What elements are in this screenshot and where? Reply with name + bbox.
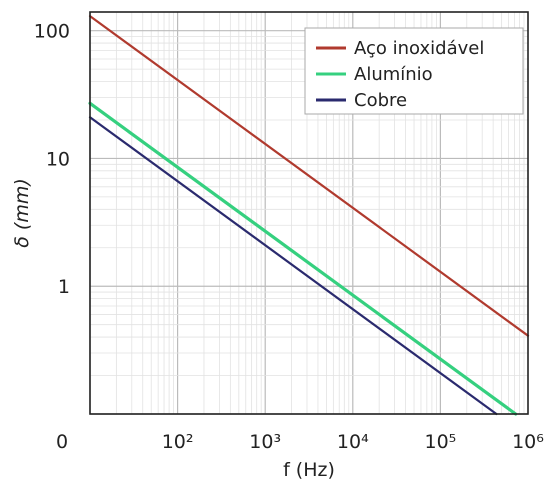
- x-tick-label: 10⁶: [512, 431, 544, 453]
- y-tick-label: 1: [58, 276, 70, 298]
- legend-label: Alumínio: [354, 64, 433, 85]
- legend-label: Cobre: [354, 90, 407, 111]
- y-tick-label: 10: [46, 148, 70, 170]
- series-line-2: [90, 103, 516, 414]
- x-tick-label: 10²: [162, 431, 194, 453]
- y-tick-label: 100: [34, 21, 70, 43]
- x-tick-label: 0: [56, 431, 68, 453]
- legend-label: Aço inoxidável: [354, 38, 484, 59]
- x-tick-label: 10⁵: [425, 431, 457, 453]
- x-tick-label: 10⁴: [337, 431, 369, 453]
- legend: Aço inoxidável Alumínio Cobre: [305, 28, 523, 114]
- x-tick-label: 10³: [249, 431, 281, 453]
- y-axis-label: δ (mm): [11, 178, 33, 248]
- x-axis-label: f (Hz): [283, 459, 335, 481]
